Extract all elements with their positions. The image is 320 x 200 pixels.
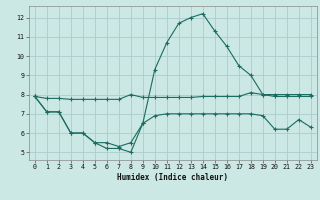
X-axis label: Humidex (Indice chaleur): Humidex (Indice chaleur) xyxy=(117,173,228,182)
